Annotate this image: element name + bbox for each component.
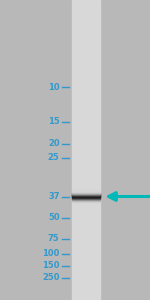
Text: 25: 25 [48, 153, 60, 162]
Bar [72, 193, 100, 194]
Bar [72, 191, 100, 192]
Text: 10: 10 [48, 82, 60, 91]
Bar [72, 195, 100, 196]
Text: 75: 75 [48, 234, 60, 243]
Text: 15: 15 [48, 117, 60, 126]
Text: 50: 50 [48, 213, 60, 222]
Bar [72, 198, 100, 199]
Text: 20: 20 [48, 140, 60, 148]
Bar [72, 194, 100, 195]
Bar [72, 199, 100, 200]
Text: 150: 150 [42, 261, 60, 270]
Bar [72, 0, 100, 300]
Bar [72, 197, 100, 198]
Text: 100: 100 [42, 249, 60, 258]
Bar [72, 194, 100, 195]
Bar [72, 201, 100, 202]
Bar [72, 198, 100, 199]
Bar [72, 192, 100, 193]
Text: 250: 250 [42, 273, 60, 282]
Bar [72, 200, 100, 201]
Bar [72, 200, 100, 201]
Bar [72, 199, 100, 200]
Text: 37: 37 [48, 192, 60, 201]
Bar [72, 196, 100, 197]
Bar [72, 195, 100, 196]
Bar [72, 193, 100, 194]
Bar [72, 196, 100, 197]
Bar [72, 191, 100, 192]
Bar [72, 190, 100, 191]
Bar [72, 190, 100, 191]
